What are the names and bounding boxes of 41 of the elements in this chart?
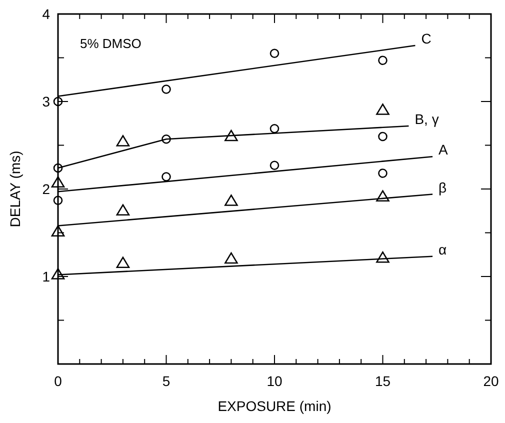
point bbox=[116, 204, 130, 216]
point bbox=[224, 194, 238, 206]
y-axis-title: DELAY (ms) bbox=[7, 150, 23, 228]
point bbox=[270, 124, 280, 134]
point bbox=[378, 168, 388, 178]
point bbox=[53, 163, 63, 173]
legend-label: C bbox=[421, 30, 432, 46]
point bbox=[224, 252, 238, 264]
point bbox=[270, 48, 280, 58]
x-tick-label: 5 bbox=[162, 373, 170, 389]
y-tick-label: 2 bbox=[42, 181, 50, 197]
point bbox=[376, 251, 390, 263]
x-tick-label: 0 bbox=[54, 373, 62, 389]
y-tick-label: 1 bbox=[42, 268, 50, 284]
series-label: β bbox=[438, 179, 447, 196]
y-tick-label: 3 bbox=[42, 94, 50, 110]
point bbox=[162, 172, 171, 182]
annotation: 5% DMSO bbox=[80, 36, 142, 51]
point bbox=[53, 96, 63, 106]
point bbox=[378, 132, 388, 142]
point bbox=[51, 225, 65, 237]
point bbox=[51, 176, 65, 188]
x-tick-label: 10 bbox=[266, 373, 282, 389]
point bbox=[116, 256, 130, 268]
x-tick-label: 20 bbox=[483, 373, 499, 389]
point bbox=[116, 135, 130, 146]
x-axis-title: EXPOSURE (min) bbox=[218, 398, 332, 414]
point bbox=[378, 56, 388, 66]
point bbox=[162, 134, 171, 144]
series-label: α bbox=[438, 241, 447, 258]
point bbox=[270, 160, 280, 170]
point bbox=[162, 84, 171, 94]
x-tick-label: 15 bbox=[374, 373, 391, 389]
point bbox=[376, 104, 390, 115]
series-label: A bbox=[438, 142, 449, 158]
point bbox=[376, 190, 390, 202]
point bbox=[53, 196, 63, 206]
series-label: B, γ bbox=[414, 111, 439, 127]
point bbox=[51, 268, 65, 280]
point bbox=[224, 130, 238, 142]
y-tick-label: 4 bbox=[42, 6, 50, 22]
